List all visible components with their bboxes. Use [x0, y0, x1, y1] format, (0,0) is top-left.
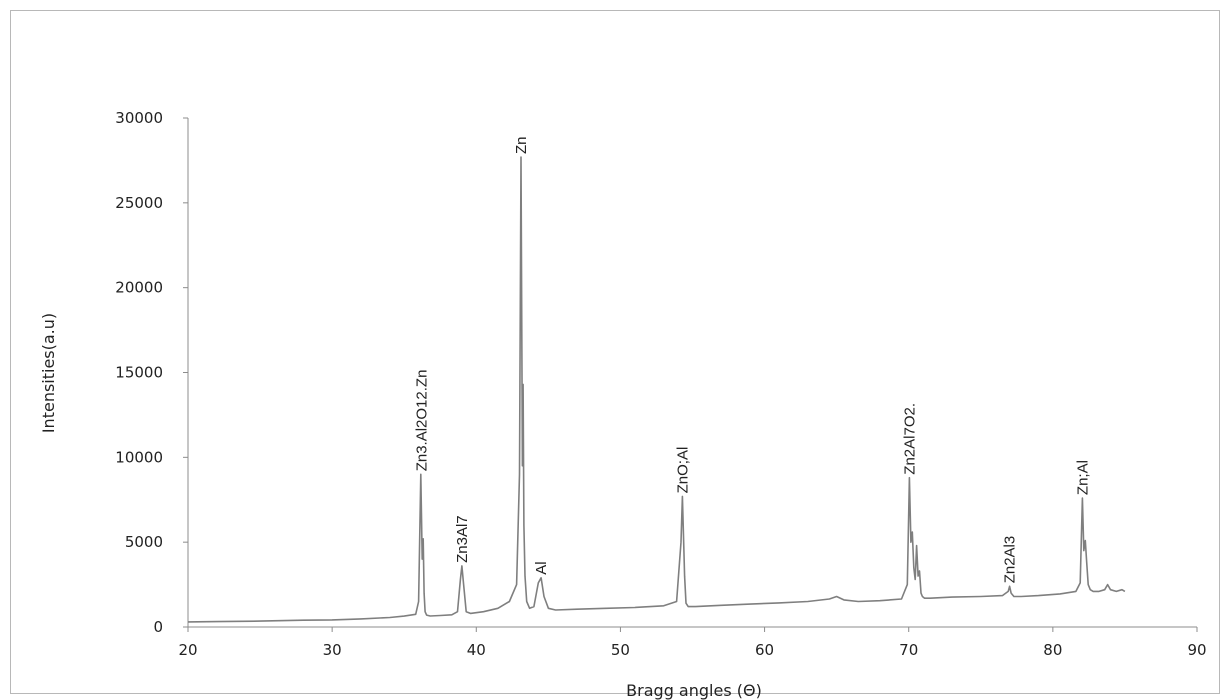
peak-label: ZnO;Al	[674, 447, 691, 494]
x-axis-title: Bragg angles (Θ)	[626, 681, 762, 700]
chart-frame	[10, 10, 1220, 694]
x-tick-label: 90	[1187, 641, 1206, 659]
y-tick-label: 15000	[115, 364, 163, 382]
peak-annotations: Zn3.Al2O12.Zn Zn3Al7 Zn Al ZnO;Al Zn2Al7O2. Zn…	[414, 136, 1092, 583]
peak-label: Zn3.Al2O12.Zn	[414, 370, 431, 472]
series-line	[187, 156, 1126, 623]
y-tick-labels: 0 5000 10000 15000 20000 25000 30000	[115, 109, 163, 636]
y-tick-label: 5000	[125, 533, 163, 551]
x-tick-label: 30	[323, 641, 342, 659]
x-tick-label: 60	[755, 641, 774, 659]
axes	[183, 117, 1198, 632]
peak-label: Zn2Al7O2.	[901, 403, 918, 475]
peak-label: Zn;Al	[1074, 460, 1091, 495]
x-tick-label: 50	[611, 641, 630, 659]
peak-label: Zn	[513, 136, 530, 154]
x-tick-label: 40	[467, 641, 486, 659]
peak-label: Zn2Al3	[1002, 536, 1019, 584]
y-tick-label: 0	[153, 618, 163, 636]
y-tick-label: 30000	[115, 109, 163, 127]
y-axis-title: Intensities(a.u)	[39, 313, 58, 433]
peak-label: Zn3Al7	[454, 515, 471, 563]
peak-label: Al	[533, 561, 550, 574]
y-tick-label: 20000	[115, 279, 163, 297]
x-tick-label: 20	[178, 641, 197, 659]
y-tick-label: 25000	[115, 194, 163, 212]
x-tick-labels: 20 30 40 50 60 70 80 90	[178, 641, 1206, 659]
x-tick-label: 80	[1043, 641, 1062, 659]
y-tick-label: 10000	[115, 448, 163, 466]
x-tick-label: 70	[899, 641, 918, 659]
